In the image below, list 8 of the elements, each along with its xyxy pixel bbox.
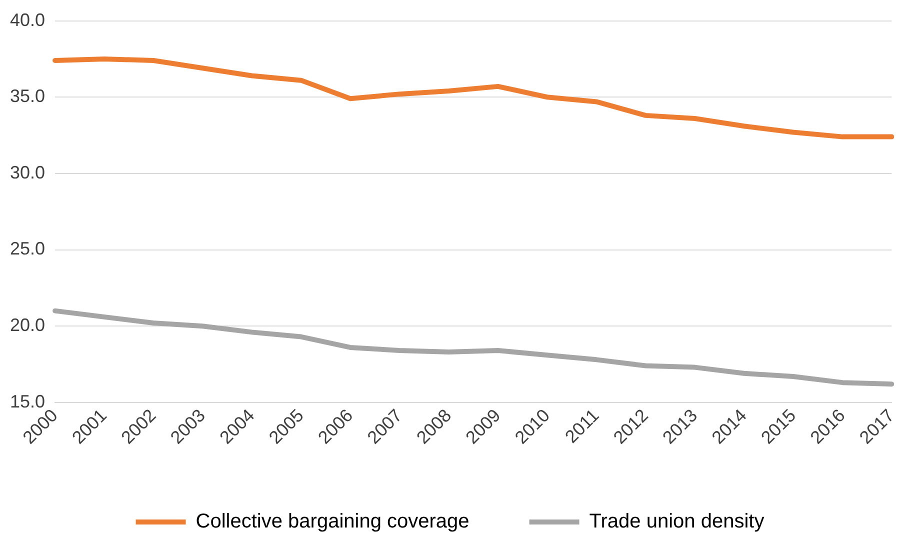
legend-label: Trade union density: [589, 510, 764, 533]
y-tick-label: 25.0: [10, 238, 46, 259]
y-tick-label: 15.0: [10, 391, 46, 412]
y-tick-label: 40.0: [10, 10, 46, 30]
y-tick-label: 35.0: [10, 86, 46, 106]
y-tick-label: 20.0: [10, 315, 46, 336]
y-tick-label: 30.0: [10, 162, 46, 182]
legend-label: Collective bargaining coverage: [196, 510, 470, 533]
